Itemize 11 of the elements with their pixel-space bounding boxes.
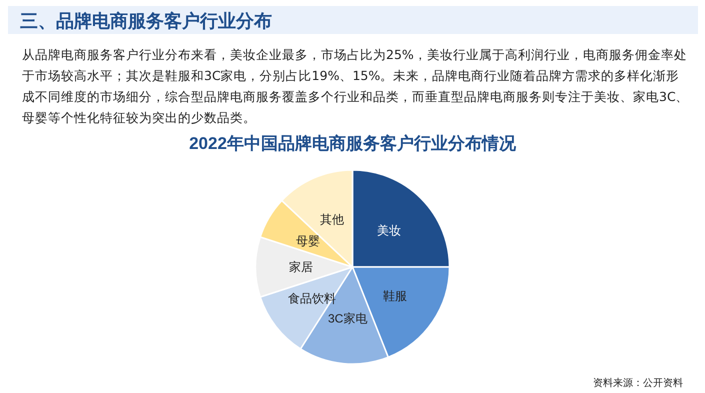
slice-label: 鞋服 <box>383 288 408 303</box>
text: 从品牌电商服务客户行业分布来看，美妆企业最多，市场占比为25%，美妆行业属于高利润行业，电商服务佣金率处于市场较高水平；其次是鞋服和3C家电，分别占比19%、15%。未来，品牌电商行业随着品牌方需求的多样化渐形成不同维度的市场细分，综合型品牌电商服务覆盖多个行业和品类，而垂直型品牌电商服务则专注于美妆、家电3C、母婴等个性化特征较为突出的少数品类。 <box>22 46 690 127</box>
text: 资料来源：公开资料 <box>593 376 683 390</box>
slice-label: 食品饮料 <box>288 292 336 306</box>
slice-label: 其他 <box>320 212 344 227</box>
slice-label: 3C家电 <box>328 311 368 326</box>
chart-subtitle: 2022年中国品牌电商服务客户行业分布情况 <box>189 134 517 153</box>
slice-label: 家居 <box>289 260 313 274</box>
slice-label: 母婴 <box>296 234 320 248</box>
slice-label: 美妆 <box>376 224 401 238</box>
chart-title: 三、品牌电商服务客户行业分布 <box>20 10 272 33</box>
